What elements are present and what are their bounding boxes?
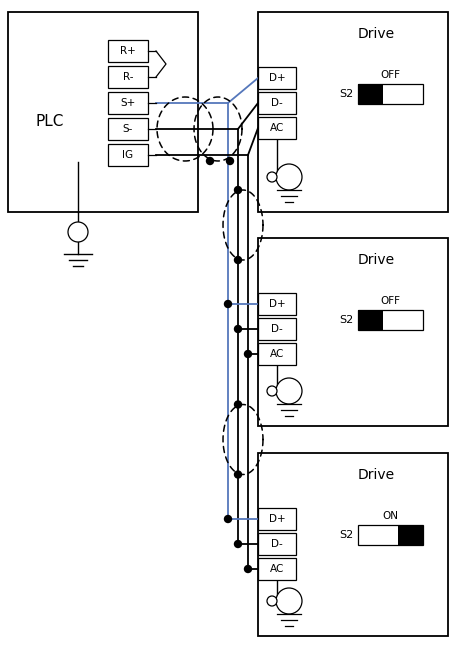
Bar	[258, 12, 448, 212]
Text: S+: S+	[120, 98, 136, 108]
Circle shape	[224, 516, 232, 522]
Text: R+: R+	[120, 46, 136, 56]
Circle shape	[276, 588, 302, 614]
Bar	[8, 12, 198, 212]
Circle shape	[235, 187, 242, 194]
Circle shape	[267, 172, 277, 182]
Circle shape	[235, 471, 242, 478]
Bar	[258, 508, 296, 530]
Bar	[358, 310, 423, 330]
Bar	[108, 118, 148, 140]
Text: D+: D+	[269, 73, 285, 83]
Text: Drive: Drive	[357, 27, 395, 41]
Text: S2: S2	[340, 315, 354, 325]
Circle shape	[245, 566, 252, 572]
Text: ON: ON	[383, 511, 399, 521]
Text: S2: S2	[340, 89, 354, 99]
Text: AC: AC	[270, 123, 284, 133]
Text: OFF: OFF	[380, 70, 400, 80]
Text: D+: D+	[269, 299, 285, 309]
Text: D-: D-	[271, 98, 283, 108]
Bar	[358, 84, 423, 104]
Bar	[108, 144, 148, 166]
Circle shape	[224, 301, 232, 308]
Bar	[258, 67, 296, 89]
Bar	[258, 453, 448, 636]
Text: IG: IG	[123, 150, 133, 160]
Text: AC: AC	[270, 349, 284, 359]
Bar	[258, 558, 296, 580]
Text: D-: D-	[271, 539, 283, 549]
Text: D-: D-	[271, 324, 283, 334]
Bar	[258, 343, 296, 365]
Bar	[108, 92, 148, 114]
Text: R-: R-	[123, 72, 133, 82]
Text: PLC: PLC	[36, 115, 64, 130]
Circle shape	[276, 378, 302, 404]
Text: D+: D+	[269, 514, 285, 524]
Circle shape	[68, 222, 88, 242]
Bar	[258, 92, 296, 114]
Text: S2: S2	[340, 530, 354, 540]
Circle shape	[235, 540, 242, 548]
Bar	[258, 117, 296, 139]
Text: Drive: Drive	[357, 468, 395, 482]
Bar	[108, 66, 148, 88]
Bar	[258, 533, 296, 555]
Bar	[398, 525, 423, 545]
Text: Drive: Drive	[357, 253, 395, 267]
Circle shape	[207, 157, 213, 165]
Bar	[108, 40, 148, 62]
Circle shape	[227, 157, 233, 165]
Circle shape	[276, 164, 302, 190]
Circle shape	[245, 351, 252, 358]
Text: AC: AC	[270, 564, 284, 574]
Bar	[258, 318, 296, 340]
Circle shape	[267, 596, 277, 606]
Circle shape	[235, 401, 242, 408]
Text: OFF: OFF	[380, 296, 400, 306]
Bar	[258, 293, 296, 315]
Text: S-: S-	[123, 124, 133, 134]
Bar	[358, 310, 383, 330]
Bar	[358, 525, 423, 545]
Circle shape	[235, 257, 242, 264]
Circle shape	[235, 325, 242, 332]
Circle shape	[267, 386, 277, 396]
Bar	[358, 84, 383, 104]
Bar	[258, 238, 448, 426]
